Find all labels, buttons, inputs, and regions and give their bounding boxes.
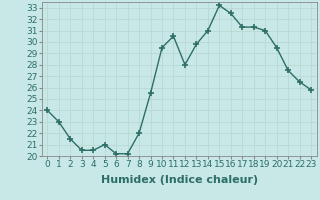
X-axis label: Humidex (Indice chaleur): Humidex (Indice chaleur) — [100, 175, 258, 185]
